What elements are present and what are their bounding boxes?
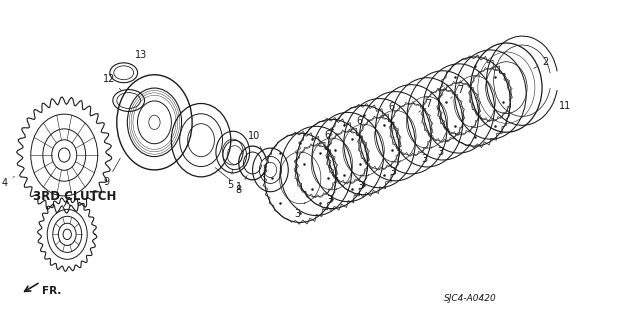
- Text: 3RD CLUTCH: 3RD CLUTCH: [33, 190, 116, 203]
- Text: 7: 7: [419, 99, 432, 112]
- Text: 3: 3: [294, 202, 305, 219]
- Text: 3: 3: [326, 188, 337, 205]
- Text: 9: 9: [104, 158, 120, 187]
- Text: 7: 7: [451, 85, 463, 98]
- Text: 13: 13: [131, 50, 148, 65]
- Text: FR.: FR.: [42, 286, 62, 296]
- Text: 8: 8: [236, 175, 247, 195]
- Text: 3: 3: [437, 140, 448, 157]
- Text: 1: 1: [215, 167, 242, 192]
- Text: 3: 3: [390, 160, 401, 177]
- Text: 6: 6: [351, 116, 363, 130]
- Text: 5: 5: [228, 169, 234, 190]
- Text: SJC4-A0420: SJC4-A0420: [444, 294, 497, 303]
- Text: 12: 12: [102, 74, 122, 91]
- Text: 3: 3: [421, 147, 432, 164]
- Text: 2: 2: [534, 57, 548, 68]
- Text: 4: 4: [2, 176, 14, 188]
- Text: 6: 6: [320, 130, 331, 145]
- Text: 10: 10: [248, 131, 263, 152]
- Text: 6: 6: [383, 102, 394, 117]
- Text: 11: 11: [553, 100, 571, 111]
- Text: 3: 3: [358, 174, 369, 191]
